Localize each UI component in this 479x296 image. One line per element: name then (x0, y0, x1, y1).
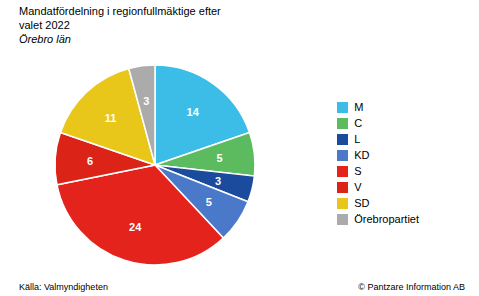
html-text:L: L (354, 133, 361, 145)
html-text:SD: SD (354, 197, 370, 209)
svg-text:24: 24 (129, 221, 142, 233)
html-text:KD: KD (354, 149, 370, 161)
html-text:Källa: Valmyndigheten: Källa: Valmyndigheten (19, 282, 108, 292)
html-text:C: C (354, 117, 363, 129)
html-text:valet 2022: valet 2022 (19, 19, 70, 31)
html-text:© Pantzare Information AB: © Pantzare Information AB (358, 282, 465, 292)
html-text:M: M (354, 101, 364, 113)
svg-text:6: 6 (87, 155, 93, 167)
svg-text:5: 5 (206, 196, 212, 208)
svg-text:3: 3 (143, 95, 149, 107)
svg-text:3: 3 (215, 175, 221, 187)
html-text:S: S (354, 165, 362, 177)
html-text:Örebro län: Örebro län (19, 33, 71, 45)
html-text:Mandatfördelning i regionfullm: Mandatfördelning i regionfullmäktige eft… (19, 5, 221, 17)
html-text:V: V (354, 181, 362, 193)
svg-text:11: 11 (105, 112, 117, 124)
svg-text:14: 14 (187, 106, 200, 118)
html-text:Örebropartiet: Örebropartiet (354, 213, 419, 225)
svg-text:5: 5 (217, 152, 223, 164)
